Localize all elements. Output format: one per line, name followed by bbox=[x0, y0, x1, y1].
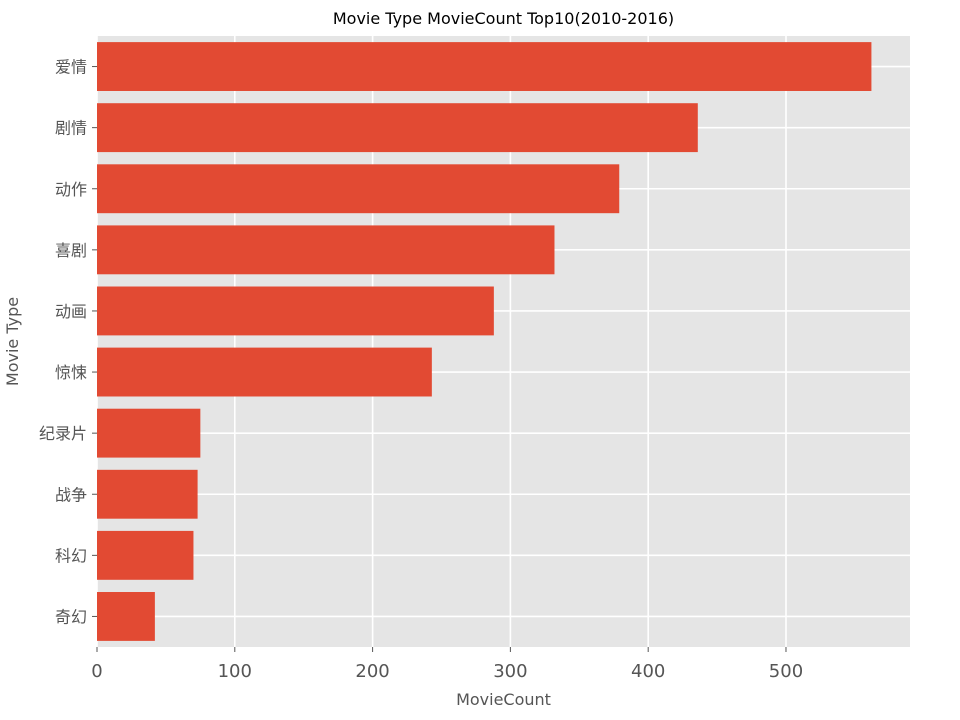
y-tick-label: 喜剧 bbox=[55, 241, 87, 260]
chart-title: Movie Type MovieCount Top10(2010-2016) bbox=[333, 9, 674, 28]
y-tick-label: 科幻 bbox=[55, 546, 87, 565]
bar bbox=[97, 408, 201, 458]
y-tick-label: 纪录片 bbox=[39, 424, 87, 443]
bar bbox=[97, 530, 194, 580]
y-tick-label: 战争 bbox=[55, 485, 87, 504]
x-axis-label: MovieCount bbox=[456, 690, 551, 709]
x-tick-label: 100 bbox=[218, 661, 252, 682]
y-tick-label: 爱情 bbox=[55, 58, 87, 77]
y-tick-label: 动作 bbox=[55, 180, 87, 199]
bar bbox=[97, 469, 198, 519]
x-tick-label: 0 bbox=[91, 661, 102, 682]
x-tick-label: 500 bbox=[769, 661, 803, 682]
y-tick-label: 动画 bbox=[55, 302, 87, 321]
x-tick-label: 400 bbox=[631, 661, 665, 682]
bar bbox=[97, 286, 494, 336]
bars bbox=[97, 42, 872, 641]
bar bbox=[97, 103, 698, 153]
x-tick-label: 300 bbox=[493, 661, 527, 682]
y-tick-label: 剧情 bbox=[55, 119, 87, 138]
bar bbox=[97, 225, 555, 275]
y-tick-label: 奇幻 bbox=[55, 607, 87, 626]
bar bbox=[97, 347, 432, 397]
bar bbox=[97, 164, 620, 214]
x-tick-label: 200 bbox=[355, 661, 389, 682]
y-axis-label: Movie Type bbox=[3, 297, 22, 386]
bar bbox=[97, 592, 155, 641]
bar bbox=[97, 42, 872, 91]
x-axis-ticks: 0 100 200 300 400 500 bbox=[91, 647, 803, 682]
y-tick-label: 惊悚 bbox=[55, 363, 87, 382]
